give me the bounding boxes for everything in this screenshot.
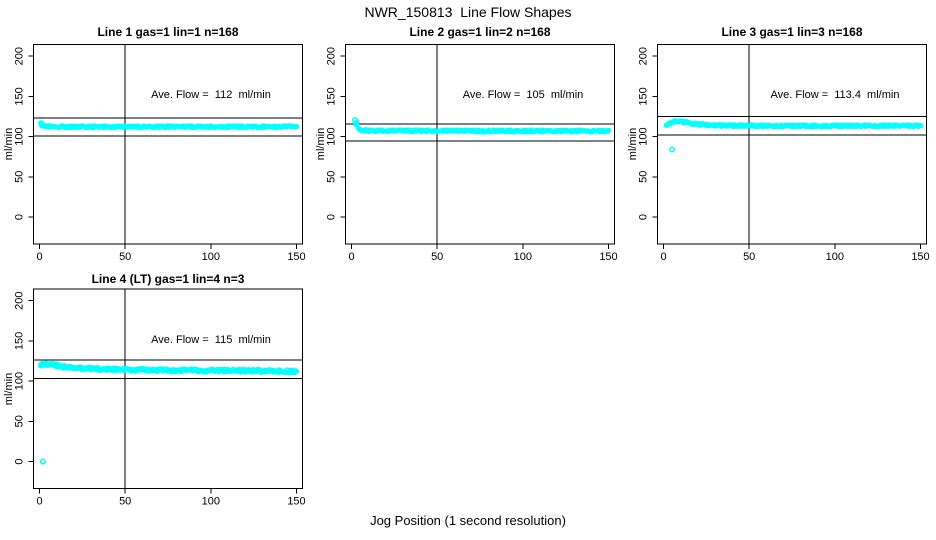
panel-1-title: Line 1 gas=1 lin=1 n=168 [97,25,239,39]
x-tick-label: 0 [36,496,42,508]
y-tick-label: 0 [14,214,26,220]
panel-2-title: Line 2 gas=1 lin=2 n=168 [409,25,551,39]
x-tick-label: 0 [660,251,666,263]
plot-border [345,44,615,245]
x-tick-label: 50 [119,251,131,263]
panel-2-ave-flow-annotation: Ave. Flow = 105 ml/min [462,89,584,101]
y-tick-label: 150 [14,332,26,350]
outlier-point [39,458,46,465]
data-point [918,123,924,129]
x-tick-label: 50 [119,496,131,508]
panel-4-title: Line 4 (LT) gas=1 lin=4 n=3 [91,272,245,286]
data-points [38,360,299,465]
data-point [293,124,299,130]
x-tick-label: 50 [743,251,755,263]
data-point [353,119,360,126]
plot-border [657,44,927,245]
panel-1-ave-flow-annotation: Ave. Flow = 112 ml/min [151,89,271,101]
panel-3-y-axis-label: ml/min [627,127,639,161]
panel-1: 0 50 100 150 0 50 100 150 200 [14,44,306,263]
y-tick-label: 0 [326,214,338,220]
y-tick-label: 50 [638,171,650,183]
x-tick-label: 0 [348,251,354,263]
data-point [606,127,612,133]
x-tick-label: 150 [287,251,305,263]
panel-4-ave-flow-annotation: Ave. Flow = 115 ml/min [151,334,271,346]
x-tick-label: 100 [514,251,532,263]
x-tick-label: 100 [202,496,220,508]
y-tick-label: 150 [326,87,338,105]
y-tick-label: 0 [638,214,650,220]
data-point [38,120,45,127]
x-tick-label: 150 [911,251,929,263]
data-points [663,118,924,153]
panel-3-ave-flow-annotation: Ave. Flow = 113.4 ml/min [770,89,900,101]
x-tick-label: 100 [826,251,844,263]
main-title: NWR_150813 Line Flow Shapes [364,4,572,20]
panel-4-y-axis-label: ml/min [3,372,15,406]
panel-3-title: Line 3 gas=1 lin=3 n=168 [721,25,863,39]
outlier-point [669,146,676,153]
y-tick-label: 200 [326,47,338,65]
y-tick-label: 50 [326,171,338,183]
y-tick-label: 100 [14,372,26,390]
y-tick-label: 150 [14,87,26,105]
x-tick-label: 150 [287,496,305,508]
y-tick-label: 200 [638,47,650,65]
x-axis-label: Jog Position (1 second resolution) [370,513,566,528]
x-tick-label: 50 [431,251,443,263]
plot-border [33,44,303,245]
y-tick-label: 50 [14,415,26,427]
data-points [351,117,612,135]
panel-3: 0 50 100 150 0 50 100 150 200 [638,44,930,263]
x-tick-label: 100 [202,251,220,263]
y-tick-label: 200 [14,47,26,65]
y-tick-label: 100 [638,127,650,145]
y-tick-label: 100 [14,127,26,145]
panel-4: 0 50 100 150 0 50 100 150 200 [14,288,306,508]
y-tick-label: 50 [14,171,26,183]
x-tick-label: 150 [599,251,617,263]
y-tick-label: 100 [326,127,338,145]
panel-2-y-axis-label: ml/min [315,127,327,161]
y-tick-label: 150 [638,87,650,105]
x-tick-label: 0 [36,251,42,263]
plot-border [33,288,303,489]
panel-2: 0 50 100 150 0 50 100 150 200 [326,44,618,263]
data-points [38,120,300,131]
y-tick-label: 0 [14,459,26,465]
panel-1-y-axis-label: ml/min [3,127,15,161]
data-point [293,368,299,374]
y-tick-label: 200 [14,292,26,310]
